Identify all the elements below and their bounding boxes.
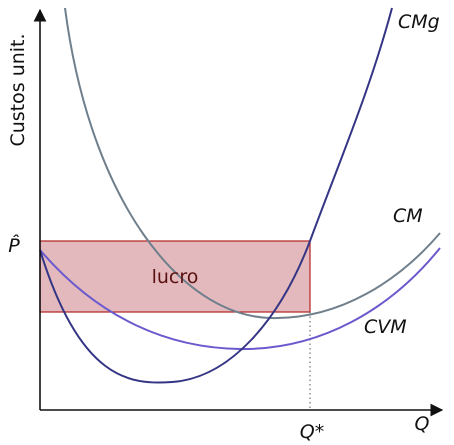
cm-label: CM — [393, 205, 423, 227]
cmg-curve — [39, 7, 393, 384]
x-axis-label: Q — [415, 413, 430, 435]
cmg-label: CMg — [398, 11, 440, 33]
cvm-curve — [39, 247, 441, 351]
y-axis-label: Custos unit. — [7, 33, 29, 146]
quantity-mark: Q* — [300, 421, 324, 443]
cvm-label: CVM — [364, 316, 407, 338]
profit-label: lucro — [152, 266, 199, 288]
price-mark: P̂ — [8, 235, 20, 257]
profit-area — [39, 240, 311, 313]
cm-curve — [64, 7, 441, 320]
